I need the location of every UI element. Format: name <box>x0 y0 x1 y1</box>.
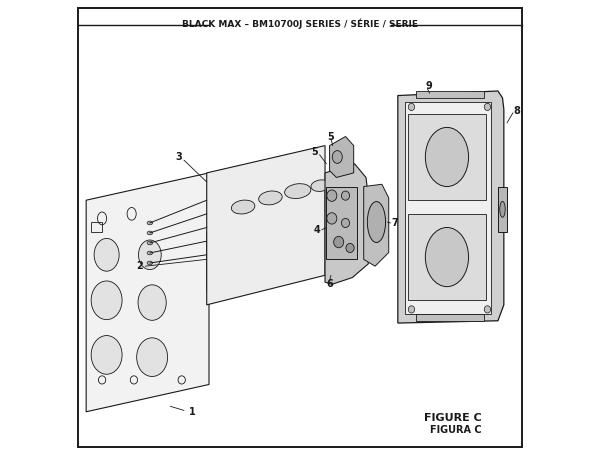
Text: 3: 3 <box>175 152 182 162</box>
Ellipse shape <box>500 201 505 217</box>
Text: 8: 8 <box>514 106 521 116</box>
Text: 1: 1 <box>188 407 195 417</box>
Bar <box>498 187 507 232</box>
Text: BLACK MAX – BM10700J SERIES / SÉRIE / SERIE: BLACK MAX – BM10700J SERIES / SÉRIE / SE… <box>182 18 418 29</box>
Polygon shape <box>207 146 325 305</box>
Bar <box>416 314 484 321</box>
Ellipse shape <box>147 221 152 225</box>
Ellipse shape <box>425 127 469 187</box>
Ellipse shape <box>311 180 330 192</box>
Ellipse shape <box>137 338 167 377</box>
Ellipse shape <box>232 200 255 214</box>
Text: FIGURA C: FIGURA C <box>430 425 482 435</box>
Ellipse shape <box>147 231 152 235</box>
Ellipse shape <box>341 191 350 200</box>
Polygon shape <box>86 173 209 412</box>
Ellipse shape <box>341 218 350 228</box>
Ellipse shape <box>91 281 122 319</box>
Ellipse shape <box>138 285 166 320</box>
Ellipse shape <box>484 103 491 111</box>
Ellipse shape <box>147 261 152 265</box>
Polygon shape <box>325 164 368 284</box>
Text: 4: 4 <box>314 225 320 235</box>
Ellipse shape <box>327 213 337 224</box>
Bar <box>408 114 485 200</box>
Ellipse shape <box>139 240 161 269</box>
Ellipse shape <box>346 243 354 253</box>
Polygon shape <box>329 136 353 177</box>
Ellipse shape <box>408 103 415 111</box>
Ellipse shape <box>284 184 311 198</box>
Bar <box>408 214 485 300</box>
Ellipse shape <box>91 336 122 374</box>
Bar <box>416 91 484 98</box>
Bar <box>91 222 102 232</box>
Ellipse shape <box>332 151 343 163</box>
Text: FIGURE C: FIGURE C <box>424 413 482 423</box>
Ellipse shape <box>147 251 152 255</box>
Polygon shape <box>404 102 491 314</box>
Text: 2: 2 <box>136 261 143 271</box>
Ellipse shape <box>425 228 469 287</box>
Ellipse shape <box>367 202 386 243</box>
Text: 5: 5 <box>328 131 334 142</box>
Ellipse shape <box>259 191 282 205</box>
Ellipse shape <box>484 306 491 313</box>
Ellipse shape <box>147 241 152 245</box>
Polygon shape <box>364 184 389 266</box>
Text: 5: 5 <box>311 147 318 157</box>
Ellipse shape <box>94 238 119 271</box>
Text: 7: 7 <box>391 218 398 228</box>
Ellipse shape <box>334 237 344 248</box>
Ellipse shape <box>327 190 337 202</box>
Text: 9: 9 <box>425 81 432 91</box>
Ellipse shape <box>408 306 415 313</box>
Bar <box>326 187 358 259</box>
Text: 6: 6 <box>326 279 333 289</box>
Polygon shape <box>398 91 504 323</box>
Polygon shape <box>207 228 218 291</box>
